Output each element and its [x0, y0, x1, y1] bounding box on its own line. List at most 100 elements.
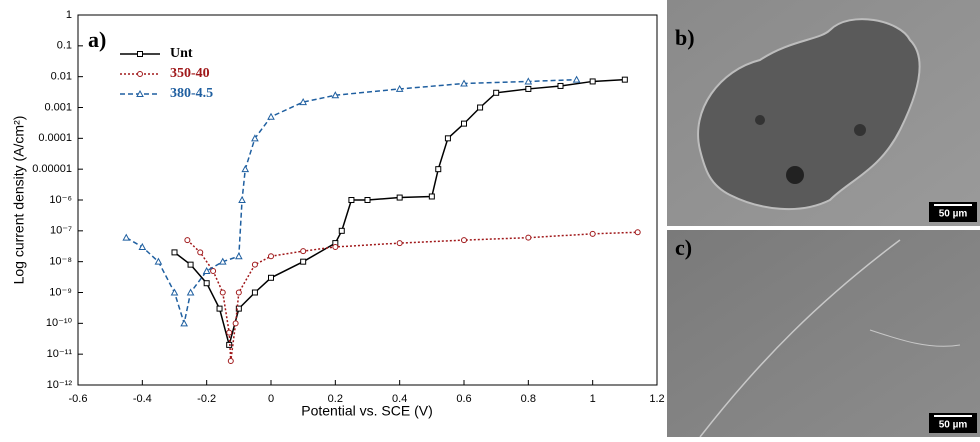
y-axis-label: Log current density (A/cm²) — [11, 116, 27, 285]
y-tick-label: 10⁻⁹ — [49, 286, 72, 298]
marker — [171, 249, 178, 256]
marker — [251, 289, 258, 296]
x-tick-label: 1 — [590, 393, 596, 405]
y-tick-label: 10⁻¹⁰ — [46, 317, 73, 329]
scale-bar-box — [929, 202, 977, 222]
marker — [299, 98, 308, 106]
marker — [184, 237, 191, 244]
marker — [187, 261, 194, 268]
marker — [203, 280, 210, 287]
marker — [396, 240, 403, 247]
marker — [137, 71, 143, 77]
marker — [493, 89, 500, 96]
panel-label: b) — [675, 25, 695, 50]
series-line — [186, 231, 638, 362]
x-tick-label: 0.2 — [328, 393, 343, 405]
marker — [634, 229, 641, 236]
y-tick-label: 1 — [66, 9, 72, 21]
marker — [461, 120, 467, 127]
marker — [621, 76, 628, 83]
marker — [589, 230, 596, 237]
marker — [435, 166, 442, 173]
y-tick-label: 10⁻⁶ — [49, 194, 72, 206]
y-tick-label: 10⁻⁸ — [49, 256, 72, 268]
y-tick-label: 10⁻¹¹ — [47, 348, 73, 360]
marker — [226, 329, 233, 336]
y-tick-label: 0.001 — [44, 101, 72, 113]
marker — [216, 305, 223, 312]
x-tick-label: 0 — [268, 393, 274, 405]
marker — [136, 89, 144, 97]
marker — [572, 75, 581, 83]
x-axis-label: Potential vs. SCE (V) — [301, 403, 433, 419]
panel-label: a) — [88, 27, 106, 52]
particle — [697, 18, 921, 210]
marker — [234, 252, 243, 260]
marker — [477, 104, 484, 111]
marker — [238, 195, 246, 203]
marker — [396, 194, 403, 201]
marker — [331, 91, 340, 99]
y-tick-label: 0.01 — [51, 71, 72, 83]
marker — [444, 135, 451, 142]
legend-label: 380-4.5 — [170, 86, 213, 101]
marker — [428, 193, 435, 200]
marker — [364, 197, 371, 203]
legend-label: Unt — [170, 46, 193, 61]
marker — [227, 358, 234, 365]
x-tick-label: 0.6 — [456, 393, 471, 405]
marker — [268, 274, 274, 281]
marker — [202, 266, 211, 274]
marker — [138, 242, 147, 250]
marker — [251, 134, 259, 142]
marker — [338, 227, 345, 234]
marker — [348, 197, 355, 203]
scale-bar-box — [929, 413, 977, 433]
pore — [755, 115, 765, 125]
marker — [460, 79, 468, 87]
marker — [232, 320, 239, 327]
marker — [235, 289, 242, 296]
marker — [197, 249, 204, 256]
marker — [300, 248, 307, 255]
series-line — [174, 78, 625, 348]
marker — [235, 305, 242, 312]
scale-text: 50 µm — [939, 209, 968, 220]
marker — [267, 112, 275, 120]
x-tick-label: 0.4 — [392, 393, 407, 405]
marker — [170, 288, 179, 296]
marker — [557, 82, 564, 89]
micrograph — [667, 230, 980, 437]
marker — [218, 257, 227, 265]
marker — [524, 77, 533, 85]
marker — [122, 233, 131, 241]
x-tick-label: 1.2 — [649, 393, 664, 405]
x-tick-label: 0.8 — [521, 393, 536, 405]
marker — [154, 257, 163, 265]
marker — [395, 84, 404, 92]
marker — [332, 243, 339, 250]
y-tick-label: 0.0001 — [38, 132, 72, 144]
panel-label: c) — [675, 235, 692, 260]
y-tick-label: 0.1 — [57, 40, 72, 52]
scratch — [699, 239, 901, 438]
marker — [268, 253, 274, 260]
marker — [589, 78, 596, 85]
marker — [137, 51, 143, 57]
marker — [180, 319, 188, 327]
y-tick-label: 10⁻⁷ — [50, 225, 72, 237]
scratch — [869, 329, 961, 347]
marker — [186, 288, 195, 296]
marker — [525, 85, 532, 92]
marker — [251, 261, 258, 268]
marker — [300, 258, 307, 265]
x-tick-label: -0.4 — [133, 393, 152, 405]
y-tick-label: 10⁻¹² — [47, 379, 73, 391]
legend-label: 350-40 — [170, 66, 210, 81]
marker — [525, 234, 532, 241]
marker — [241, 165, 250, 173]
marker — [210, 267, 217, 274]
marker — [461, 237, 467, 244]
